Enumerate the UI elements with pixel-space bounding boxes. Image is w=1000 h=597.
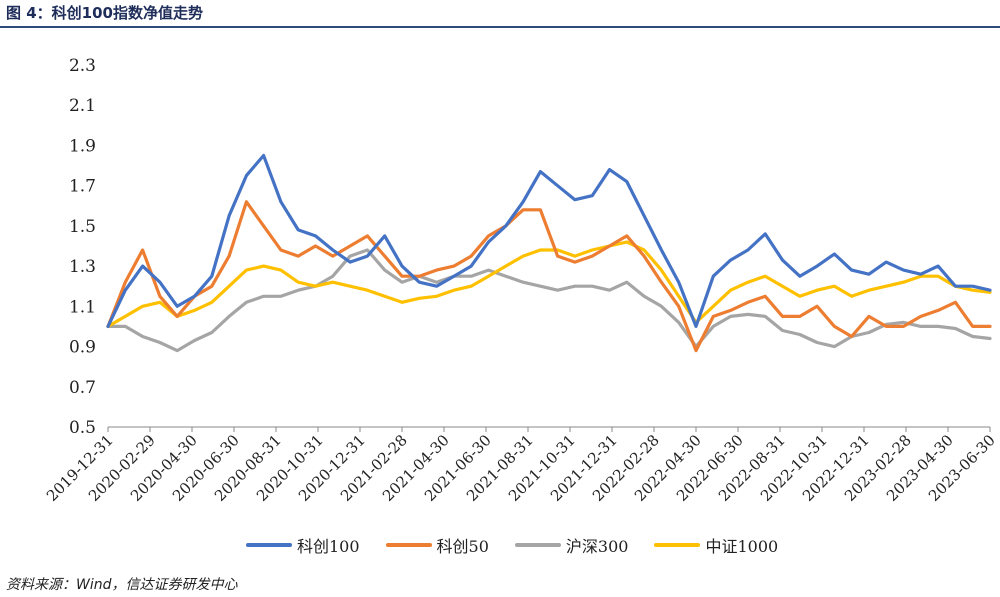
series-line-1	[106, 200, 992, 353]
y-tick-label: 0.5	[69, 418, 96, 438]
legend-label: 沪深300	[565, 537, 629, 556]
legend-item: 科创100	[246, 533, 360, 557]
series-line-0	[106, 153, 992, 328]
legend-swatch	[385, 543, 432, 547]
y-tick-label: 1.3	[69, 257, 96, 277]
y-tick-label: 1.5	[69, 217, 96, 237]
legend-label: 中证1000	[705, 537, 779, 556]
legend-swatch	[654, 543, 701, 547]
legend-swatch	[246, 543, 292, 547]
y-tick-label: 1.7	[69, 177, 96, 197]
y-tick-label: 2.1	[69, 96, 96, 116]
title-rule	[0, 26, 1000, 28]
legend-label: 科创50	[436, 537, 489, 556]
legend-item: 中证1000	[654, 533, 778, 557]
figure-title: 图 4：科创100指数净值走势	[6, 4, 203, 22]
y-tick-label: 1.1	[69, 297, 96, 317]
y-tick-label: 0.9	[69, 338, 96, 358]
y-tick-label: 2.3	[69, 56, 96, 76]
y-tick-label: 0.7	[69, 378, 96, 398]
legend-label: 科创100	[297, 537, 360, 556]
y-tick-label: 1.9	[69, 136, 96, 156]
legend-item: 沪深300	[514, 533, 629, 557]
legend-swatch	[514, 543, 561, 547]
series-line-2	[106, 248, 992, 353]
series-line-3	[106, 240, 992, 328]
legend-item: 科创50	[385, 533, 489, 557]
chart-legend: 科创100 科创50 沪深300 中证1000	[246, 533, 778, 557]
source-note: 资料来源：Wind，信达证券研发中心	[6, 577, 238, 593]
